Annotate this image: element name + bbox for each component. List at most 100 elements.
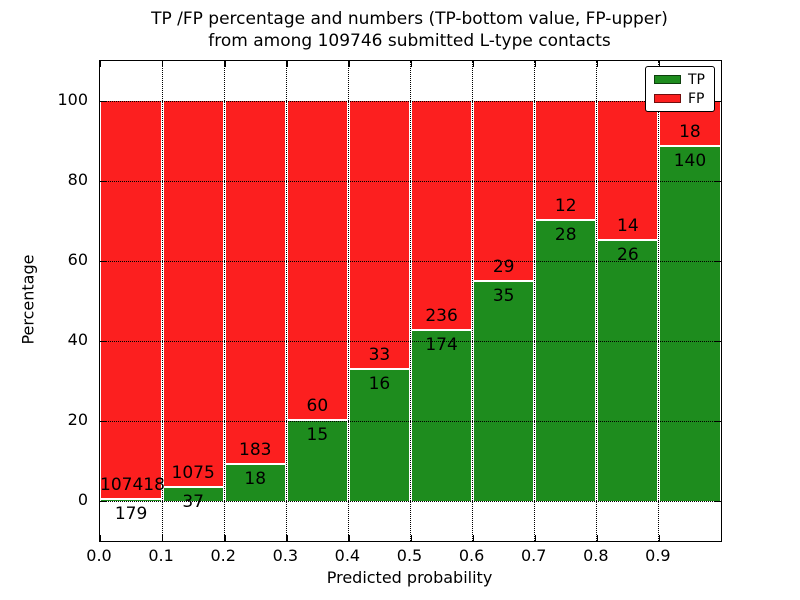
x-tick-label: 0.5 [396, 546, 423, 565]
fp-bar-segment [162, 101, 225, 488]
fp-count-label: 33 [368, 345, 391, 366]
x-gridline-dots [658, 61, 660, 541]
fp-bar-segment [472, 101, 535, 283]
tp-count-label: 26 [617, 245, 639, 265]
y-tick-label: 0 [77, 490, 88, 509]
fp-color-swatch [654, 94, 681, 103]
x-tick-label: 0.8 [583, 546, 609, 565]
tp-color-swatch [654, 75, 681, 84]
x-gridline [284, 61, 288, 541]
legend-item-tp: TP [646, 73, 714, 87]
x-tick-label: 0.6 [458, 546, 485, 565]
fp-count-label: 60 [306, 396, 329, 416]
y-tick-mark [715, 501, 721, 503]
x-tick-mark [100, 535, 102, 541]
y-tick-label: 80 [67, 170, 88, 189]
tp-bar-segment [658, 146, 721, 501]
x-tick-mark [286, 61, 288, 67]
x-gridline-dots [161, 61, 163, 541]
y-gridline [100, 341, 721, 342]
x-tick-mark [162, 61, 164, 67]
plot-area: 107418 179 1075 37 183 18 60 15 33 16 236 174 29 35 12… [99, 60, 722, 542]
y-tick-label: 40 [67, 330, 88, 349]
y-tick-mark [715, 341, 721, 343]
x-gridline [595, 61, 599, 541]
legend-label-tp: TP [688, 71, 705, 88]
y-tick-mark [100, 101, 106, 103]
fp-bar-segment [348, 101, 411, 371]
y-gridline [100, 501, 721, 502]
x-gridline-dots [347, 61, 349, 541]
tp-bar-segment [534, 221, 597, 501]
fp-bar-segment [410, 101, 473, 332]
x-gridline-dots [285, 61, 287, 541]
y-tick-mark [100, 341, 106, 343]
y-axis-label: Percentage [18, 254, 38, 345]
tp-count-label: 35 [492, 286, 515, 307]
fp-count-label: 183 [239, 440, 272, 461]
y-tick-label: 20 [67, 410, 88, 429]
y-tick-mark [715, 101, 721, 103]
x-tick-label: 0.1 [148, 546, 174, 565]
x-gridline [657, 61, 661, 541]
x-tick-mark [410, 61, 412, 67]
x-tick-mark [162, 535, 164, 541]
x-gridline [471, 61, 475, 541]
tp-count-label: 18 [244, 469, 267, 490]
y-tick-mark [100, 261, 106, 263]
x-gridline [222, 61, 226, 541]
y-tick-mark [715, 181, 721, 183]
x-tick-mark [596, 61, 599, 67]
x-tick-mark [348, 61, 350, 67]
x-tick-mark [658, 535, 661, 541]
x-gridline-dots [223, 61, 225, 541]
x-gridline-dots [596, 61, 598, 541]
x-tick-mark [286, 535, 288, 541]
fp-count-label: 1075 [171, 462, 215, 483]
y-tick-mark [715, 421, 721, 423]
tp-count-label: 179 [114, 504, 148, 525]
tp-count-label: 16 [368, 374, 391, 395]
y-tick-mark [715, 261, 721, 263]
y-tick-label: 60 [67, 250, 88, 269]
y-gridline [100, 261, 721, 262]
tp-count-label: 140 [673, 150, 707, 171]
tp-bar-segment [596, 241, 659, 501]
tp-count-label: 28 [554, 225, 577, 245]
x-gridline [160, 61, 164, 541]
y-tick-mark [100, 181, 106, 183]
tp-bar-segment [410, 331, 473, 501]
x-tick-mark [472, 61, 474, 67]
x-tick-mark [658, 61, 661, 67]
x-tick-label: 0.9 [645, 546, 671, 565]
fp-bar-segment [224, 101, 287, 466]
y-tick-mark [100, 421, 106, 423]
y-tick-label: 100 [57, 90, 88, 109]
tp-bar-segment [472, 282, 535, 501]
y-gridline [100, 421, 721, 422]
x-gridline-dots [534, 61, 536, 541]
x-tick-label: 0.2 [210, 546, 236, 565]
legend-item-fp: FP [646, 92, 714, 106]
x-tick-mark [534, 61, 537, 67]
x-tick-mark [410, 535, 412, 541]
y-tick-mark [100, 501, 106, 503]
fp-count-label: 29 [492, 257, 515, 278]
fp-count-label: 236 [425, 306, 458, 327]
x-axis-label: Predicted probability [326, 568, 493, 587]
tp-count-label: 15 [306, 425, 329, 445]
y-gridline [100, 181, 721, 182]
x-tick-mark [472, 535, 474, 541]
x-gridline-dots [410, 61, 411, 541]
x-tick-mark [596, 535, 599, 541]
x-tick-label: 0.4 [334, 546, 361, 565]
tp-count-label: 37 [182, 491, 204, 512]
x-gridline [533, 61, 537, 541]
x-tick-mark [534, 535, 537, 541]
x-gridline [346, 61, 350, 541]
fp-bar-segment [100, 101, 163, 501]
x-tick-mark [224, 535, 226, 541]
legend-label-fp: FP [688, 90, 705, 107]
chart-title: TP /FP percentage and numbers (TP-bottom… [151, 9, 668, 51]
